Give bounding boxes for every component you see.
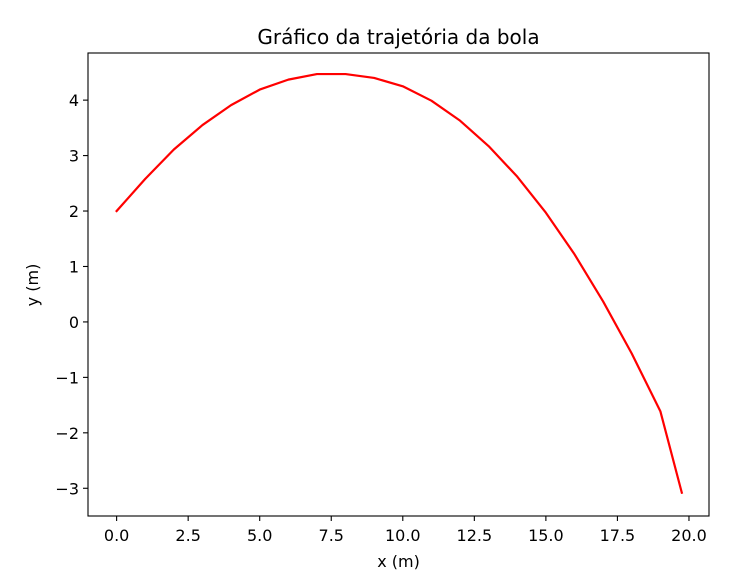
axes-frame — [87, 52, 710, 517]
x-tick-label: 2.5 — [175, 526, 200, 545]
y-tick-label: −1 — [55, 368, 79, 387]
x-tick-label: 10.0 — [385, 526, 421, 545]
chart-title: Gráfico da trajetória da bola — [257, 25, 539, 49]
plot-area: 0.0 2.5 5.0 7.5 10.0 12.5 15.0 17.5 20.0 −3 −2 −1 0 1… — [55, 52, 710, 545]
x-tick-label: 12.5 — [457, 526, 493, 545]
x-tick-label: 7.5 — [319, 526, 344, 545]
x-tick-label: 0.0 — [104, 526, 129, 545]
y-tick-label: 4 — [69, 91, 79, 110]
y-axis-label: y (m) — [23, 264, 42, 307]
x-tick-label: 15.0 — [528, 526, 564, 545]
x-tick-label: 5.0 — [247, 526, 272, 545]
series-line-0 — [115, 72, 684, 495]
y-tick-label: −3 — [55, 479, 79, 498]
y-tick-label: 3 — [69, 147, 79, 166]
x-tick-label: 17.5 — [600, 526, 636, 545]
y-tick-label: 2 — [69, 202, 79, 221]
y-tick-label: 1 — [69, 257, 79, 276]
y-tick-label: −2 — [55, 424, 79, 443]
x-tick-label: 20.0 — [671, 526, 707, 545]
y-tick-label: 0 — [69, 313, 79, 332]
x-axis-label: x (m) — [377, 552, 420, 571]
